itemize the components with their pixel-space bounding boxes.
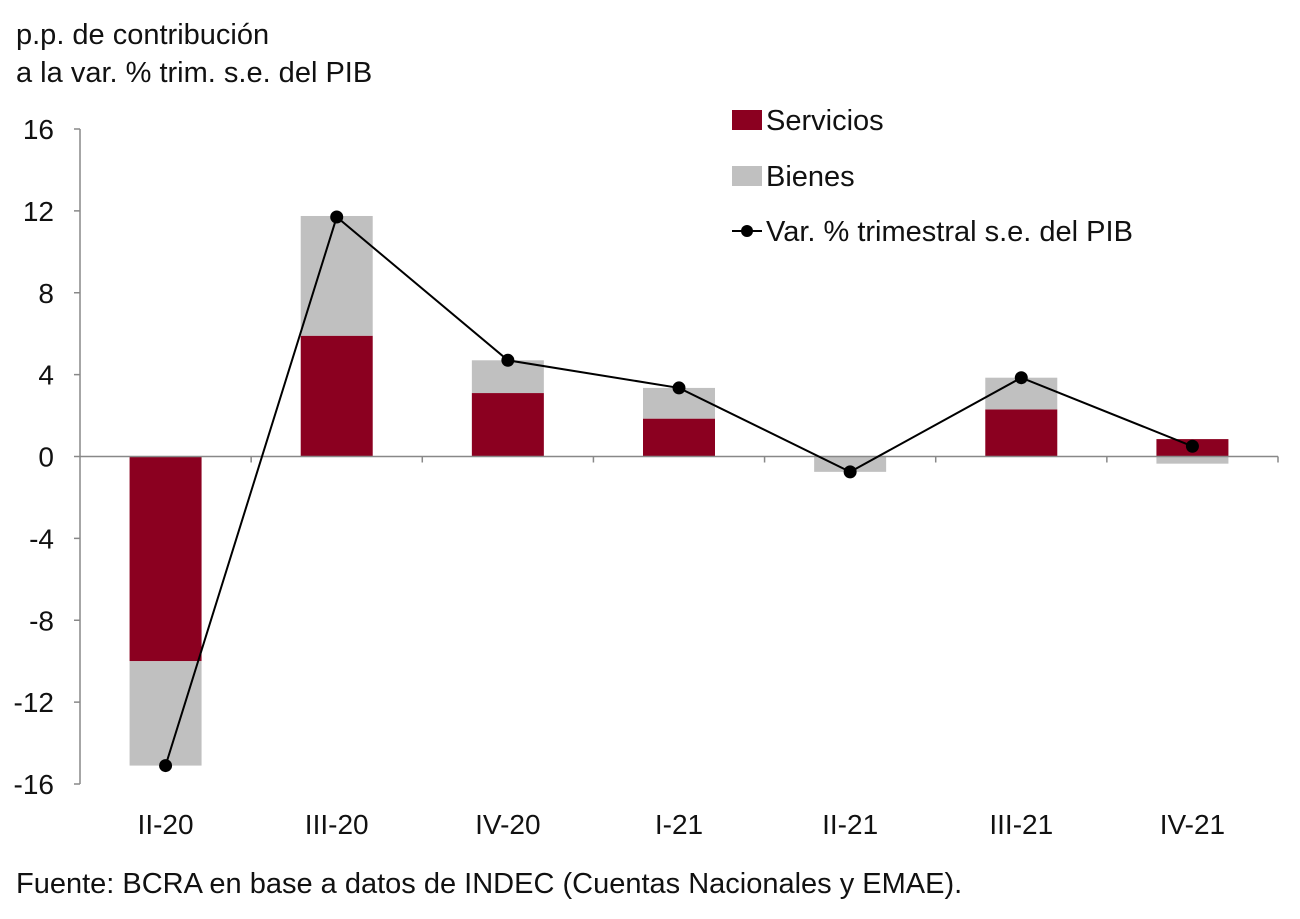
line-point-iii-20 (330, 210, 344, 224)
x-tick-label: IV-21 (1160, 809, 1225, 840)
bar-bienes-ii-21 (814, 456, 887, 472)
x-tick-label: III-21 (989, 809, 1053, 840)
bar-bienes-ii-20 (129, 661, 202, 766)
x-tick-label: II-20 (138, 809, 194, 840)
x-tick-label: III-20 (305, 809, 369, 840)
y-axis-label-line-2: a la var. % trim. s.e. del PIB (16, 57, 373, 89)
y-tick-label: -4 (29, 523, 54, 554)
y-tick-label: 12 (23, 196, 54, 227)
line-point-ii-20 (159, 759, 173, 773)
line-point-iv-21 (1185, 439, 1199, 453)
legend-label: Var. % trimestral s.e. del PIB (766, 216, 1133, 248)
axes-layer: 16 12 8 4 0 -4 -8 -12 -16 II-20 III-20 IV-20 I-21 II-… (14, 114, 1279, 840)
line-point-iii-21 (1014, 371, 1028, 385)
bar-bienes-iv-21 (1156, 456, 1229, 464)
legend-label: Servicios (766, 105, 884, 137)
legend-label: Bienes (766, 161, 855, 193)
x-tick-label: I-21 (655, 809, 703, 840)
bar-servicios-ii-20 (129, 456, 202, 662)
x-tick-label: II-21 (822, 809, 878, 840)
line-point-iv-20 (501, 353, 515, 367)
bar-bienes-iii-20 (300, 215, 373, 336)
y-tick-label: -12 (14, 687, 54, 718)
y-tick-label: 8 (38, 278, 54, 309)
legend-marker (741, 225, 753, 237)
y-tick-label: 0 (38, 442, 54, 473)
legend-swatch-bienes (732, 166, 762, 186)
legend-swatch-servicios (732, 110, 762, 130)
y-axis-label-line-1: p.p. de contribución (16, 19, 270, 51)
y-tick-label: 16 (23, 114, 54, 145)
bar-servicios-iii-21 (985, 409, 1058, 457)
bars-layer (129, 215, 1229, 766)
bar-servicios-iii-20 (300, 335, 373, 457)
y-tick-label: 4 (38, 360, 54, 391)
legend: Servicios Bienes Var. % trimestral s.e. de… (732, 105, 1133, 248)
y-tick-label: -8 (29, 605, 54, 636)
line-point-ii-21 (843, 465, 857, 479)
bar-servicios-iv-20 (471, 393, 544, 457)
line-layer (159, 210, 1199, 773)
y-tick-label: -16 (14, 769, 54, 800)
bar-servicios-i-21 (643, 418, 715, 457)
source-note: Fuente: BCRA en base a datos de INDEC (C… (16, 868, 963, 900)
line-point-i-21 (672, 381, 686, 395)
x-tick-label: IV-20 (475, 809, 540, 840)
